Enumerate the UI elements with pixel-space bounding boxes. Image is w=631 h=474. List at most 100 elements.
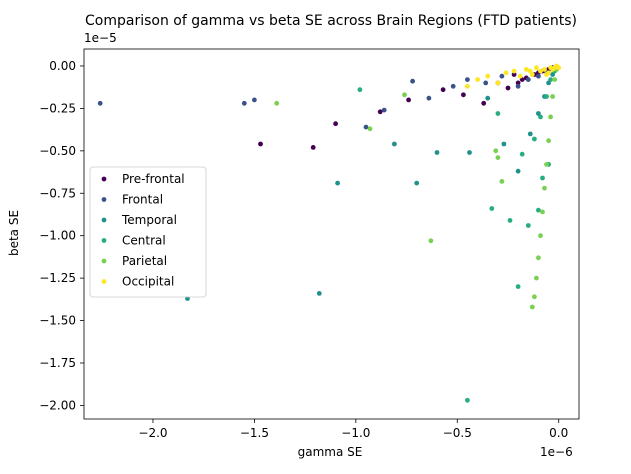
data-point bbox=[499, 179, 505, 184]
data-point bbox=[534, 275, 539, 281]
x-tick-label: −0.5 bbox=[443, 426, 472, 440]
legend-marker bbox=[101, 258, 107, 264]
y-tick-label: −0.25 bbox=[39, 101, 76, 115]
x-tick-label: −2.0 bbox=[138, 426, 167, 440]
data-point bbox=[450, 83, 456, 89]
data-point bbox=[515, 284, 521, 289]
data-point bbox=[515, 83, 521, 89]
data-point bbox=[544, 94, 549, 99]
data-point bbox=[402, 92, 407, 98]
data-point bbox=[252, 97, 257, 103]
y-offset-label: 1e−5 bbox=[84, 31, 117, 45]
data-point bbox=[440, 87, 446, 93]
data-point bbox=[527, 131, 533, 137]
data-point bbox=[406, 97, 411, 103]
x-tick-label: −1.5 bbox=[240, 426, 269, 440]
legend-marker bbox=[101, 238, 107, 243]
legend-marker bbox=[101, 279, 107, 284]
series-3 bbox=[357, 68, 558, 403]
data-point bbox=[550, 94, 555, 99]
data-point bbox=[475, 77, 480, 82]
data-point bbox=[525, 77, 531, 82]
data-point bbox=[536, 255, 541, 261]
data-point bbox=[483, 80, 489, 86]
x-offset-label: 1e−6 bbox=[540, 445, 573, 459]
data-point bbox=[258, 141, 263, 147]
series-0 bbox=[258, 65, 558, 150]
data-point bbox=[495, 111, 501, 116]
data-point bbox=[363, 124, 369, 130]
data-point bbox=[501, 141, 507, 147]
x-axis-label: gamma SE bbox=[298, 445, 363, 459]
data-point bbox=[523, 67, 529, 72]
y-tick-label: −1.25 bbox=[39, 271, 76, 285]
data-point bbox=[542, 67, 547, 72]
y-axis-label: beta SE bbox=[7, 210, 21, 256]
data-point bbox=[507, 218, 513, 223]
data-point bbox=[428, 238, 434, 244]
y-tick-label: −0.50 bbox=[39, 144, 76, 158]
data-point bbox=[274, 100, 280, 106]
legend-label: Pre-frontal bbox=[122, 172, 185, 186]
data-point bbox=[552, 77, 558, 82]
data-point bbox=[97, 100, 103, 106]
chart-title: Comparison of gamma vs beta SE across Br… bbox=[85, 13, 577, 29]
data-point bbox=[367, 126, 373, 132]
data-point bbox=[536, 73, 541, 79]
points-layer bbox=[97, 63, 562, 403]
x-tick-label: −1.0 bbox=[341, 426, 370, 440]
data-point bbox=[511, 68, 517, 74]
data-point bbox=[377, 109, 383, 115]
data-point bbox=[241, 100, 247, 106]
data-point bbox=[467, 150, 472, 155]
y-tick-label: −2.00 bbox=[39, 398, 76, 412]
legend-marker bbox=[101, 176, 107, 182]
data-point bbox=[357, 87, 363, 93]
data-point bbox=[544, 72, 549, 77]
series-5 bbox=[465, 63, 562, 89]
data-point bbox=[333, 121, 338, 127]
data-point bbox=[532, 136, 537, 142]
data-point bbox=[511, 72, 517, 77]
data-point bbox=[392, 141, 397, 147]
axes-layer: −2.0 −1.5 −1.0 −0.5 0.0 0.00 −0.25 −0.50 −0.75 −1… bbox=[39, 48, 580, 440]
legend-label: Frontal bbox=[122, 193, 163, 207]
data-point bbox=[529, 304, 535, 310]
data-point bbox=[556, 65, 562, 71]
data-point bbox=[515, 80, 521, 86]
legend-label: Occipital bbox=[122, 275, 174, 289]
x-tick-label: 0.0 bbox=[549, 426, 568, 440]
data-point bbox=[461, 92, 466, 98]
data-point bbox=[548, 114, 553, 120]
series-2 bbox=[185, 67, 558, 301]
y-tick-label: −1.75 bbox=[39, 356, 76, 370]
data-point bbox=[503, 70, 509, 76]
data-point bbox=[434, 150, 440, 155]
data-point bbox=[495, 80, 501, 86]
data-point bbox=[499, 73, 505, 79]
data-point bbox=[536, 207, 541, 213]
series-4 bbox=[274, 67, 560, 310]
data-point bbox=[540, 209, 545, 215]
data-point bbox=[310, 145, 316, 150]
legend: Pre-frontal Frontal Temporal Central Parieta… bbox=[89, 166, 207, 298]
legend-marker bbox=[101, 217, 107, 223]
plot-frame bbox=[83, 48, 580, 420]
data-point bbox=[538, 68, 543, 74]
data-point bbox=[538, 233, 543, 239]
data-point bbox=[538, 114, 543, 120]
data-point bbox=[485, 95, 491, 101]
y-tick-label: −1.50 bbox=[39, 314, 76, 328]
data-point bbox=[465, 83, 470, 89]
data-point bbox=[517, 73, 523, 79]
data-point bbox=[542, 185, 547, 191]
data-point bbox=[532, 294, 537, 300]
data-point bbox=[525, 223, 531, 228]
data-point bbox=[410, 78, 415, 84]
data-point bbox=[534, 65, 539, 71]
y-tick-label: −1.00 bbox=[39, 229, 76, 243]
legend-label: Central bbox=[122, 234, 166, 248]
data-point bbox=[519, 151, 525, 157]
